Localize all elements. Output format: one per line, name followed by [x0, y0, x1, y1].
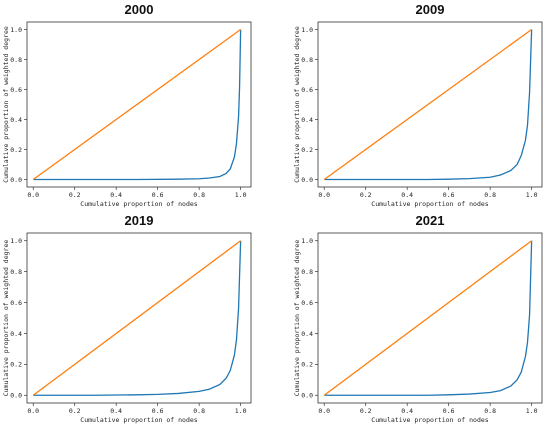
y-tick-label: 0.0 — [301, 176, 313, 184]
equality-line — [323, 240, 533, 396]
x-tick-label: 1.0 — [526, 191, 538, 199]
x-tick-label: 0.8 — [193, 407, 205, 415]
y-tick-label: 0.8 — [301, 268, 313, 276]
x-tick-label: 0.6 — [152, 407, 164, 415]
y-tick-label: 0.4 — [301, 116, 313, 124]
equality-line — [323, 28, 533, 181]
x-tick-label: 0.0 — [318, 191, 330, 199]
lorenz-curve-line — [324, 240, 533, 396]
y-tick-label: 0.8 — [10, 268, 22, 276]
plot-frame — [26, 232, 252, 404]
x-tick-label: 1.0 — [526, 407, 538, 415]
x-tick-label: 0.4 — [110, 407, 122, 415]
x-tick-label: 0.4 — [401, 407, 413, 415]
y-axis-label: Cumulative proportion of weighted degree — [2, 240, 10, 397]
x-tick-label: 0.6 — [443, 407, 455, 415]
x-axis-label: Cumulative proportion of nodes — [371, 200, 488, 208]
y-tick-label: 0.6 — [10, 299, 22, 307]
y-tick-label: 0.0 — [10, 176, 22, 184]
x-tick-label: 0.8 — [193, 191, 205, 199]
plot-frame — [26, 21, 252, 188]
y-tick-label: 0.8 — [301, 56, 313, 64]
y-tick-label: 1.0 — [10, 237, 22, 245]
y-tick-label: 0.0 — [10, 392, 22, 400]
chart-panel-2019: 2019 0.0 0.2 0.4 0.6 0.8 1.0 0.0 0.2 0.4 0.6 0.8 1.0… — [2, 213, 252, 424]
x-tick-label: 0.0 — [27, 191, 39, 199]
y-axis-label: Cumulative proportion of weighted degree — [2, 26, 10, 183]
chart-title: 2021 — [416, 213, 445, 228]
y-tick-label: 0.0 — [301, 392, 313, 400]
plot-frame — [317, 232, 543, 404]
y-tick-label: 0.4 — [10, 116, 22, 124]
y-tick-label: 1.0 — [301, 237, 313, 245]
y-tick-label: 0.2 — [10, 146, 22, 154]
y-tick-label: 0.4 — [301, 330, 313, 338]
chart-title: 2019 — [125, 213, 154, 228]
plot-frame — [317, 21, 543, 188]
y-tick-label: 1.0 — [301, 26, 313, 34]
y-axis-label: Cumulative proportion of weighted degree — [293, 26, 301, 183]
x-tick-label: 0.4 — [110, 191, 122, 199]
x-tick-label: 0.0 — [318, 407, 330, 415]
y-tick-label: 0.2 — [301, 146, 313, 154]
chart-title: 2000 — [125, 2, 154, 17]
x-tick-label: 0.6 — [443, 191, 455, 199]
lorenz-curve-line — [33, 240, 242, 396]
y-tick-label: 0.4 — [10, 330, 22, 338]
y-tick-label: 1.0 — [10, 26, 22, 34]
y-tick-label: 0.6 — [10, 86, 22, 94]
lorenz-curve-line — [33, 29, 242, 181]
y-tick-label: 0.6 — [301, 86, 313, 94]
lorenz-curve-line — [324, 29, 533, 181]
x-tick-label: 0.2 — [69, 191, 81, 199]
x-tick-label: 0.2 — [360, 191, 372, 199]
x-axis-label: Cumulative proportion of nodes — [371, 416, 488, 424]
x-tick-label: 0.0 — [27, 407, 39, 415]
chart-panel-2021: 2021 0.0 0.2 0.4 0.6 0.8 1.0 0.0 0.2 0.4 0.6 0.8 1.0… — [293, 213, 543, 424]
x-tick-label: 0.4 — [401, 191, 413, 199]
y-tick-label: 0.2 — [301, 361, 313, 369]
x-tick-label: 0.2 — [360, 407, 372, 415]
chart-title: 2009 — [416, 2, 445, 17]
y-tick-label: 0.8 — [10, 56, 22, 64]
y-axis-label: Cumulative proportion of weighted degree — [293, 240, 301, 397]
equality-line — [32, 28, 242, 181]
x-tick-label: 0.2 — [69, 407, 81, 415]
equality-line — [32, 240, 242, 396]
x-tick-label: 0.8 — [484, 191, 496, 199]
chart-panel-2000: 2000 0.0 0.2 0.4 0.6 0.8 1.0 0.0 0.2 0.4 0.6 0.8 1.0… — [2, 2, 252, 208]
x-axis-label: Cumulative proportion of nodes — [80, 200, 197, 208]
x-tick-label: 1.0 — [235, 191, 247, 199]
chart-panel-2009: 2009 0.0 0.2 0.4 0.6 0.8 1.0 0.0 0.2 0.4 0.6 0.8 1.0… — [293, 2, 543, 208]
y-tick-label: 0.6 — [301, 299, 313, 307]
x-tick-label: 1.0 — [235, 407, 247, 415]
x-axis-label: Cumulative proportion of nodes — [80, 416, 197, 424]
x-tick-label: 0.8 — [484, 407, 496, 415]
y-tick-label: 0.2 — [10, 361, 22, 369]
x-tick-label: 0.6 — [152, 191, 164, 199]
